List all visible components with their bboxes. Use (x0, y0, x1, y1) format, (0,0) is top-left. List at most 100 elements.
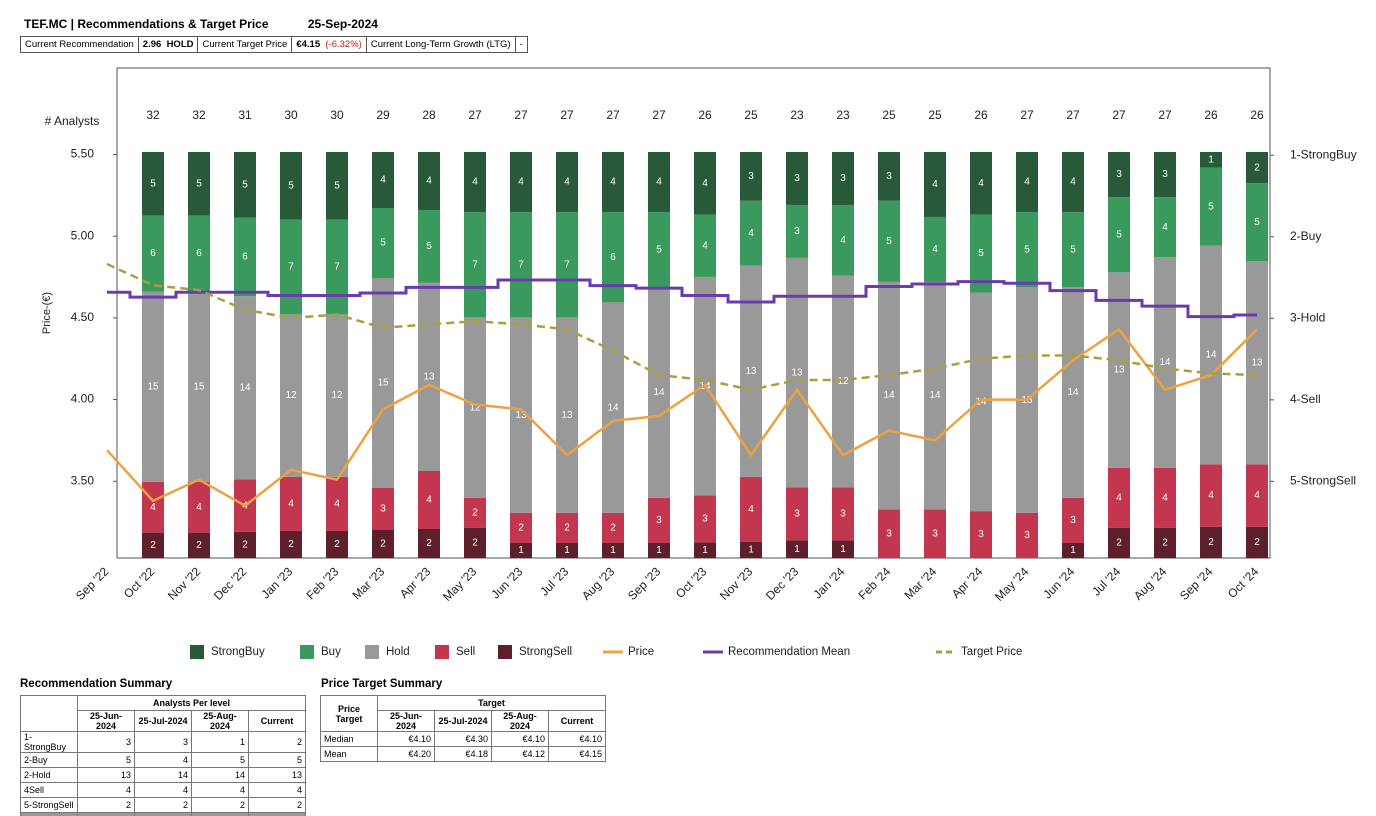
bar-segment (740, 152, 762, 201)
table-cell: 2.9 (134, 812, 192, 816)
bar-label: 14 (607, 402, 619, 413)
analyst-count: 23 (836, 108, 850, 122)
bar-segment (786, 152, 808, 205)
bar-label: 4 (1162, 222, 1168, 233)
table-cell: 4 (134, 752, 192, 768)
table-cell: 4 (191, 782, 249, 798)
bar-segment (464, 152, 486, 213)
bar-label: 3 (794, 173, 800, 184)
bar-label: 5 (288, 180, 294, 191)
bar-label: 4 (150, 502, 156, 513)
bar-label: 3 (380, 504, 386, 515)
header: TEF.MC | Recommendations & Target Price … (24, 17, 414, 31)
bar-label: 7 (564, 259, 570, 270)
table-cell: 4 (77, 782, 135, 798)
bar-segment (878, 509, 900, 558)
x-tick-label: Mar '24 (901, 564, 939, 602)
bar-label: 4 (1254, 490, 1260, 501)
bar-segment (1154, 197, 1176, 258)
bar-label: 12 (331, 390, 343, 401)
count-label: # Analysts (45, 114, 100, 128)
bar-segment (878, 281, 900, 510)
bar-segment (786, 204, 808, 258)
bar-segment (326, 476, 348, 531)
bar-segment (1200, 526, 1222, 558)
bar-segment (1154, 152, 1176, 198)
bar-segment (602, 152, 624, 213)
bar-segment (510, 212, 532, 318)
table-cell: 14 (134, 767, 192, 783)
bar-segment (878, 152, 900, 201)
bar-label: 1 (518, 545, 524, 556)
y2-tick-label: 5-StrongSell (1290, 474, 1356, 488)
bar-label: 1 (748, 545, 754, 556)
x-tick-label: Jan '23 (258, 564, 295, 601)
bar-label: 2 (564, 523, 570, 534)
analyst-count: 25 (882, 108, 896, 122)
bar-segment (602, 512, 624, 543)
bar-label: 4 (932, 179, 938, 190)
bar-segment (142, 532, 164, 558)
analyst-count: 27 (606, 108, 620, 122)
table-cell: €4.20 (377, 746, 435, 762)
table-cell: 2.9 (77, 812, 135, 816)
line-series (107, 278, 1257, 319)
legend-label: Sell (456, 646, 475, 658)
bar-label: 5 (1208, 201, 1214, 212)
bar-segment (924, 509, 946, 558)
bar-label: 4 (610, 177, 616, 188)
bar-label: 12 (837, 376, 849, 387)
row-label: Mean (320, 746, 378, 762)
legend-label: StrongBuy (211, 646, 265, 658)
bar-segment (832, 275, 854, 488)
table-cell: 3.0 (191, 812, 249, 816)
bar-segment (418, 210, 440, 283)
bar-segment (556, 512, 578, 543)
bar-label: 4 (932, 244, 938, 255)
bar-label: 6 (196, 248, 202, 259)
bar-label: 4 (840, 235, 846, 246)
bar-segment (1200, 464, 1222, 527)
bar-segment (372, 530, 394, 558)
y-tick-label: 5.00 (71, 228, 95, 242)
bar-segment (280, 314, 302, 477)
info-label: Current Target Price (198, 37, 293, 52)
row-label: 2-Buy (20, 752, 78, 768)
bar-label: 4 (748, 228, 754, 239)
bar-label: 4 (426, 176, 432, 187)
bar-label: 2 (380, 539, 386, 550)
bar-segment (1108, 527, 1130, 558)
line-series (106, 327, 1258, 508)
bar-segment (372, 152, 394, 208)
bar-label: 7 (288, 262, 294, 273)
column-header: Current (548, 710, 606, 732)
bar-segment (740, 476, 762, 542)
analyst-count: 26 (974, 108, 988, 122)
bar-segment (832, 540, 854, 558)
bar-segment (418, 152, 440, 210)
bar-label: 13 (515, 410, 527, 421)
row-label: Rec Mean (20, 812, 78, 816)
y-tick-label: 3.50 (71, 473, 95, 487)
bar-label: 14 (883, 390, 895, 401)
bar-label: 5 (886, 236, 892, 247)
bar-label: 7 (334, 262, 340, 273)
table-cell: 13 (248, 767, 306, 783)
table-row: 1-StrongBuy 3 3 1 2 (20, 731, 306, 753)
table-cell: 13 (77, 767, 135, 783)
bar-label: 1 (1070, 545, 1076, 556)
bar-label: 4 (702, 240, 708, 251)
analyst-count: 25 (744, 108, 758, 122)
table-row: 2-Hold 13 14 14 13 (20, 767, 306, 783)
bar-segment (510, 512, 532, 543)
bar-segment (832, 204, 854, 276)
bar-segment (1200, 152, 1222, 168)
bar-label: 14 (1159, 357, 1171, 368)
bar-label: 13 (1113, 365, 1125, 376)
table-cell: 14 (191, 767, 249, 783)
column-header: 25-Jul-2024 (134, 710, 192, 732)
bar-label: 13 (423, 371, 435, 382)
column-header: 25-Jun-2024 (77, 710, 135, 732)
bar-segment (234, 217, 256, 297)
bar-segment (326, 219, 348, 315)
